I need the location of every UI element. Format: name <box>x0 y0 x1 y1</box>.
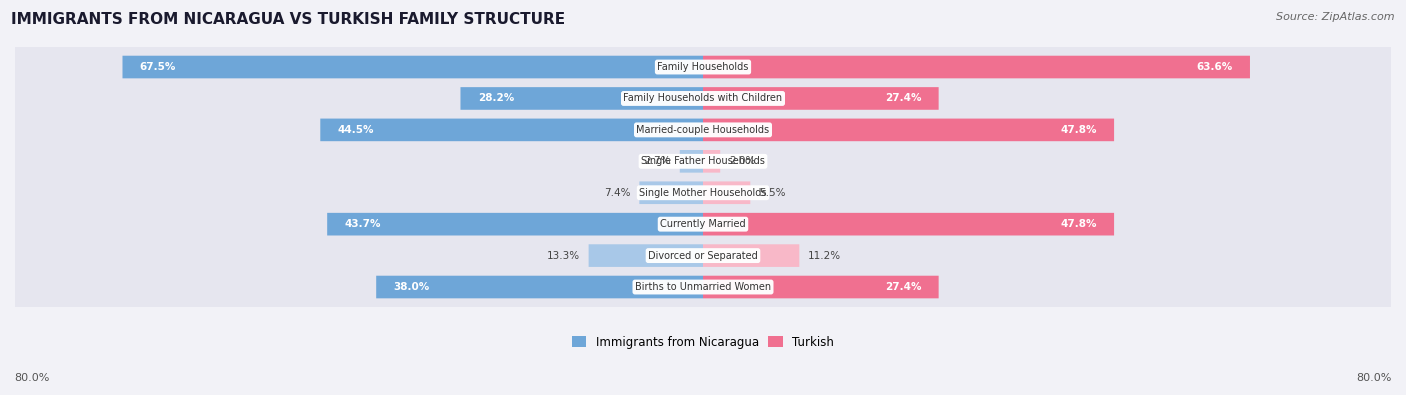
FancyBboxPatch shape <box>679 150 703 173</box>
FancyBboxPatch shape <box>321 118 703 141</box>
FancyBboxPatch shape <box>589 244 703 267</box>
Text: 43.7%: 43.7% <box>344 219 381 229</box>
Text: Single Mother Households: Single Mother Households <box>640 188 766 198</box>
FancyBboxPatch shape <box>703 276 939 298</box>
FancyBboxPatch shape <box>703 87 939 110</box>
Text: 2.7%: 2.7% <box>645 156 671 166</box>
FancyBboxPatch shape <box>8 137 1398 185</box>
FancyBboxPatch shape <box>640 181 703 204</box>
Text: Single Father Households: Single Father Households <box>641 156 765 166</box>
FancyBboxPatch shape <box>703 56 1250 78</box>
Text: 5.5%: 5.5% <box>759 188 786 198</box>
FancyBboxPatch shape <box>703 244 800 267</box>
Text: 38.0%: 38.0% <box>394 282 430 292</box>
Text: 28.2%: 28.2% <box>478 94 515 103</box>
Text: Married-couple Households: Married-couple Households <box>637 125 769 135</box>
FancyBboxPatch shape <box>8 263 1398 311</box>
Text: 2.0%: 2.0% <box>728 156 755 166</box>
FancyBboxPatch shape <box>8 169 1398 216</box>
Text: Family Households with Children: Family Households with Children <box>623 94 783 103</box>
Text: 27.4%: 27.4% <box>884 282 921 292</box>
Text: Source: ZipAtlas.com: Source: ZipAtlas.com <box>1277 12 1395 22</box>
Text: Family Households: Family Households <box>658 62 748 72</box>
Text: 7.4%: 7.4% <box>605 188 631 198</box>
FancyBboxPatch shape <box>703 213 1114 235</box>
Text: 27.4%: 27.4% <box>884 94 921 103</box>
Text: 80.0%: 80.0% <box>1357 373 1392 383</box>
Text: Births to Unmarried Women: Births to Unmarried Women <box>636 282 770 292</box>
Text: 44.5%: 44.5% <box>337 125 374 135</box>
FancyBboxPatch shape <box>461 87 703 110</box>
Text: 63.6%: 63.6% <box>1197 62 1233 72</box>
Text: IMMIGRANTS FROM NICARAGUA VS TURKISH FAMILY STRUCTURE: IMMIGRANTS FROM NICARAGUA VS TURKISH FAM… <box>11 12 565 27</box>
Text: 67.5%: 67.5% <box>139 62 176 72</box>
FancyBboxPatch shape <box>328 213 703 235</box>
FancyBboxPatch shape <box>8 200 1398 248</box>
Text: 47.8%: 47.8% <box>1060 219 1097 229</box>
FancyBboxPatch shape <box>703 118 1114 141</box>
FancyBboxPatch shape <box>8 43 1398 91</box>
FancyBboxPatch shape <box>703 150 720 173</box>
FancyBboxPatch shape <box>8 75 1398 122</box>
Text: Currently Married: Currently Married <box>661 219 745 229</box>
FancyBboxPatch shape <box>8 232 1398 280</box>
Text: Divorced or Separated: Divorced or Separated <box>648 250 758 261</box>
Text: 13.3%: 13.3% <box>547 250 581 261</box>
Text: 80.0%: 80.0% <box>14 373 49 383</box>
FancyBboxPatch shape <box>377 276 703 298</box>
Text: 11.2%: 11.2% <box>808 250 841 261</box>
Legend: Immigrants from Nicaragua, Turkish: Immigrants from Nicaragua, Turkish <box>572 335 834 348</box>
FancyBboxPatch shape <box>8 106 1398 154</box>
FancyBboxPatch shape <box>703 181 751 204</box>
Text: 47.8%: 47.8% <box>1060 125 1097 135</box>
FancyBboxPatch shape <box>122 56 703 78</box>
